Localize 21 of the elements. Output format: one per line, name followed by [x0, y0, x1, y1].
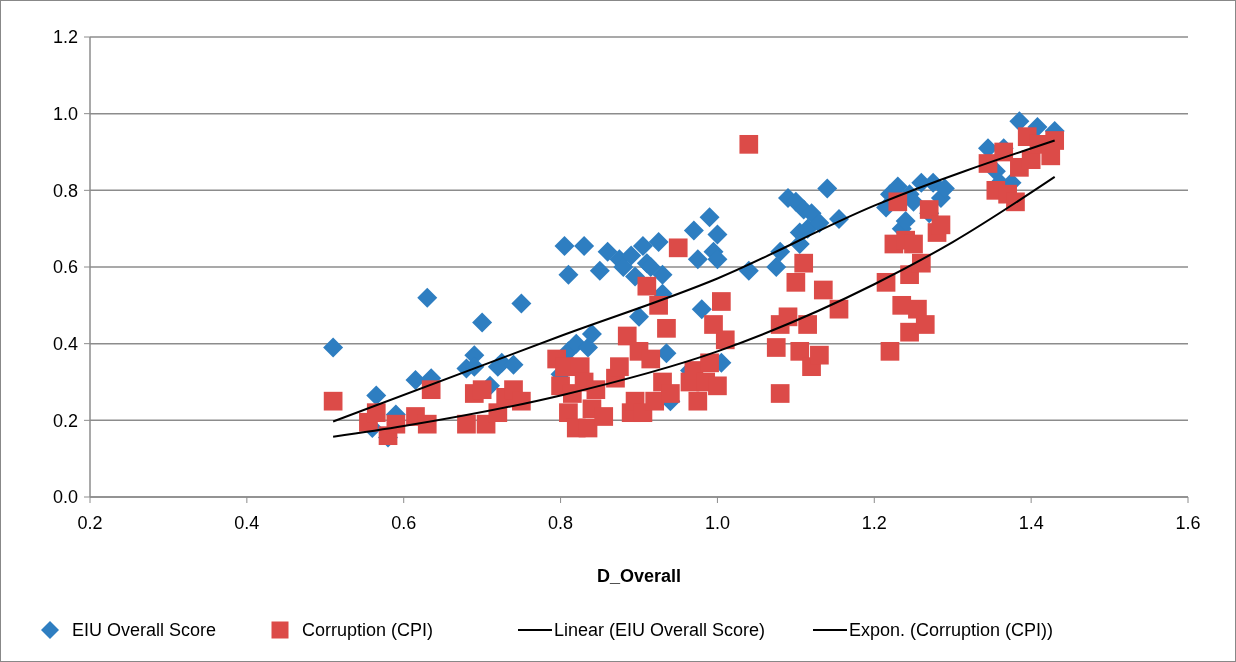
legend-label: EIU Overall Score — [72, 620, 217, 641]
y-tick-label: 0.2 — [52, 410, 78, 431]
y-tick-label: 0.8 — [52, 180, 78, 201]
x-tick-label: 1.4 — [1018, 513, 1044, 533]
y-tick-label: 0.0 — [52, 487, 78, 508]
x-tick-label: 0.2 — [77, 513, 103, 533]
y-tick-label: 1.0 — [52, 103, 78, 124]
x-tick-label: 1.2 — [861, 513, 887, 533]
legend-label: Linear (EIU Overall Score) — [554, 620, 766, 641]
line-series — [332, 175, 1056, 438]
x-axis-title: D_Overall — [596, 566, 682, 586]
x-tick-label: 0.8 — [548, 513, 574, 533]
x-tick-label: 0.6 — [391, 513, 417, 533]
y-tick-label: 1.2 — [52, 27, 78, 48]
y-tick-label: 0.6 — [52, 257, 78, 278]
x-tick-label: 0.4 — [234, 513, 260, 533]
legend-label: Corruption (CPI) — [302, 620, 434, 641]
x-tick-label: 1.6 — [1175, 513, 1201, 533]
legend-label: Expon. (Corruption (CPI)) — [849, 620, 1054, 641]
y-tick-label: 0.4 — [52, 333, 78, 354]
x-tick-label: 1.0 — [704, 513, 730, 533]
